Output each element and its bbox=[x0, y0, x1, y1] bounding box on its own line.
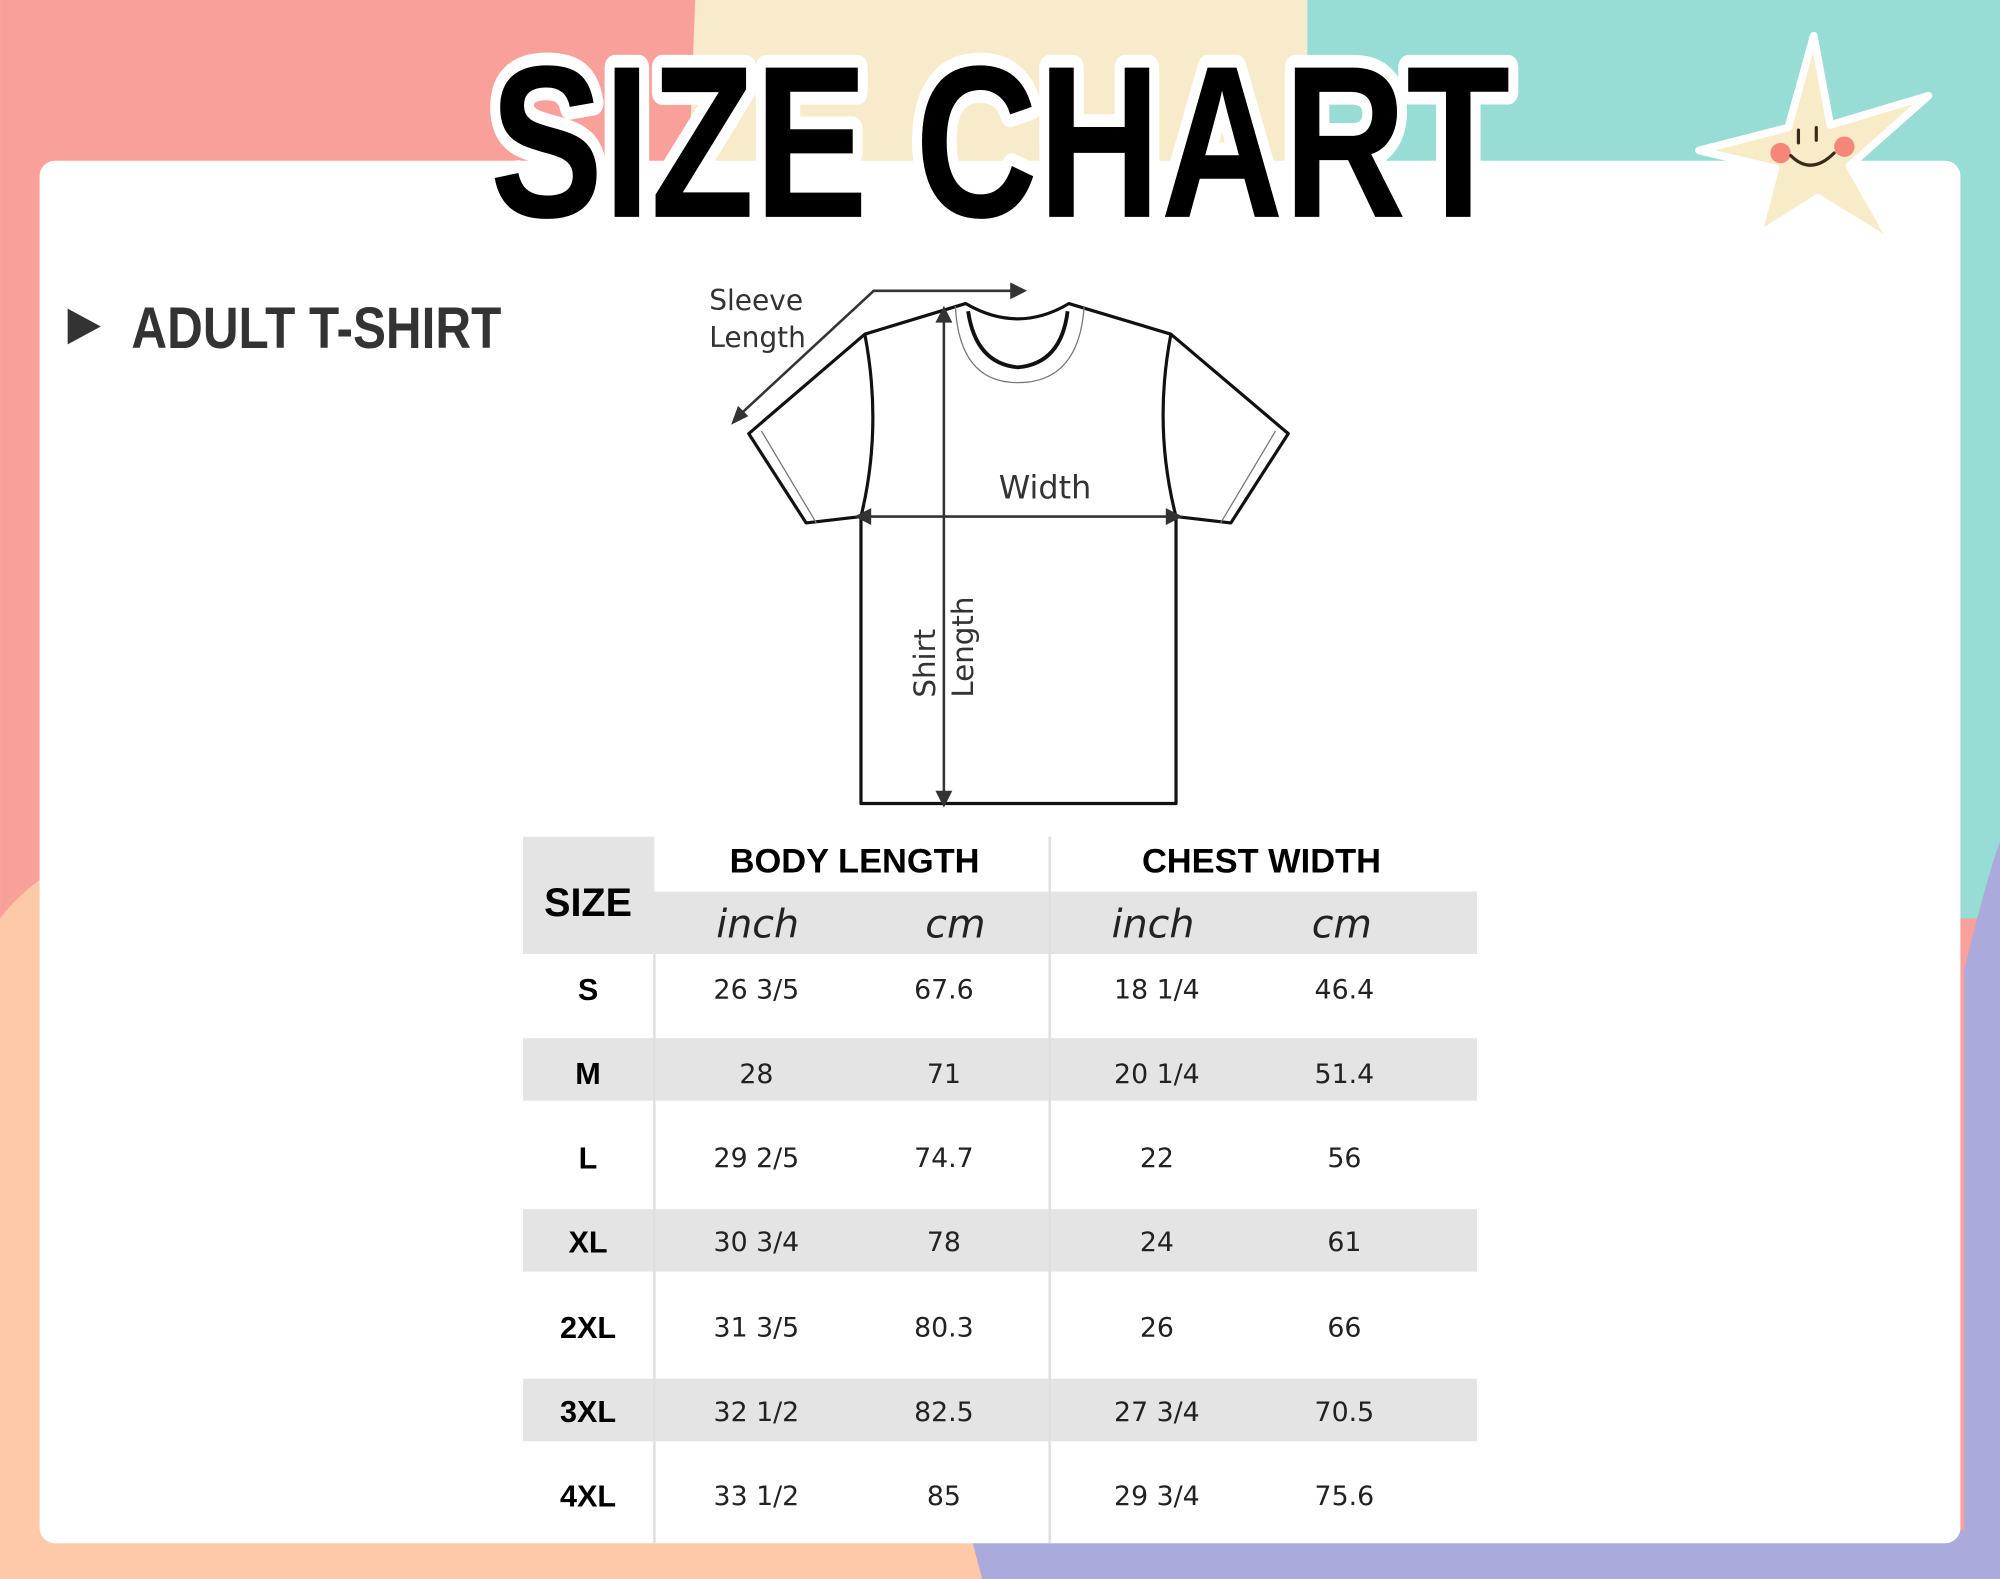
unit-header: inch bbox=[716, 901, 799, 947]
value-cell: 80.3 bbox=[914, 1313, 974, 1344]
value-cell: 26 bbox=[1140, 1313, 1174, 1344]
value-cell: 51.4 bbox=[1315, 1059, 1375, 1090]
section-heading: ADULT T-SHIRT bbox=[67, 296, 501, 361]
sleeve-length-arrow bbox=[735, 289, 1018, 420]
sleeve-length-label-2: Length bbox=[709, 321, 806, 354]
table-row: 2XL 31 3/5 80.3 26 66 bbox=[560, 1311, 1361, 1345]
value-cell: 30 3/4 bbox=[714, 1227, 800, 1258]
value-cell: 85 bbox=[927, 1481, 961, 1512]
size-cell: M bbox=[575, 1057, 601, 1091]
value-cell: 71 bbox=[927, 1059, 961, 1090]
shirt-length-label: Shirt bbox=[908, 629, 942, 698]
value-cell: 70.5 bbox=[1315, 1397, 1375, 1428]
triangle-right-icon bbox=[67, 308, 101, 345]
units-header-row bbox=[654, 891, 1478, 955]
table-row: XL 30 3/4 78 24 61 bbox=[568, 1225, 1361, 1259]
row-band bbox=[522, 1209, 1478, 1272]
size-cell: XL bbox=[568, 1225, 607, 1259]
size-header: SIZE bbox=[544, 881, 632, 925]
value-cell: 61 bbox=[1327, 1227, 1361, 1258]
table-row: 4XL 33 1/2 85 29 3/4 75.6 bbox=[560, 1479, 1374, 1513]
value-cell: 28 bbox=[739, 1059, 773, 1090]
size-table: SIZE BODY LENGTH CHEST WIDTH inch cm inc… bbox=[522, 836, 1478, 1544]
value-cell: 29 2/5 bbox=[714, 1143, 800, 1174]
value-cell: 29 3/4 bbox=[1114, 1481, 1200, 1512]
body-length-header: BODY LENGTH bbox=[730, 842, 980, 880]
page-title: SIZE CHART bbox=[490, 21, 1510, 263]
table-row: L 29 2/5 74.7 22 56 bbox=[579, 1141, 1362, 1175]
value-cell: 33 1/2 bbox=[714, 1481, 800, 1512]
table-row: M 28 71 20 1/4 51.4 bbox=[575, 1057, 1374, 1091]
size-cell: S bbox=[578, 973, 598, 1007]
unit-header: cm bbox=[925, 901, 985, 947]
value-cell: 46.4 bbox=[1315, 975, 1375, 1006]
value-cell: 82.5 bbox=[914, 1397, 974, 1428]
sleeve-length-label: Sleeve bbox=[709, 284, 803, 317]
value-cell: 32 1/2 bbox=[714, 1397, 800, 1428]
value-cell: 56 bbox=[1327, 1143, 1361, 1174]
section-label: ADULT T-SHIRT bbox=[131, 296, 501, 361]
size-header-cell bbox=[522, 836, 655, 955]
value-cell: 18 1/4 bbox=[1114, 975, 1200, 1006]
chest-width-header: CHEST WIDTH bbox=[1142, 842, 1381, 880]
unit-header: inch bbox=[1112, 901, 1195, 947]
value-cell: 75.6 bbox=[1315, 1481, 1375, 1512]
value-cell: 24 bbox=[1140, 1227, 1174, 1258]
value-cell: 66 bbox=[1327, 1313, 1361, 1344]
tshirt-diagram: Sleeve Length Width Shirt Length bbox=[709, 282, 1290, 808]
column-divider bbox=[653, 954, 656, 1544]
value-cell: 78 bbox=[927, 1227, 961, 1258]
shirt-length-label-2: Length bbox=[946, 596, 980, 697]
row-band bbox=[522, 1378, 1478, 1442]
value-cell: 20 1/4 bbox=[1114, 1059, 1200, 1090]
row-band bbox=[522, 1038, 1478, 1101]
table-row: 3XL 32 1/2 82.5 27 3/4 70.5 bbox=[560, 1395, 1374, 1429]
value-cell: 74.7 bbox=[914, 1143, 974, 1174]
value-cell: 26 3/5 bbox=[714, 975, 800, 1006]
smiling-star-icon bbox=[1695, 31, 1933, 249]
value-cell: 27 3/4 bbox=[1114, 1397, 1200, 1428]
value-cell: 22 bbox=[1140, 1143, 1174, 1174]
column-divider bbox=[1048, 836, 1052, 1544]
size-cell: L bbox=[579, 1141, 598, 1175]
size-cell: 4XL bbox=[560, 1479, 616, 1513]
content-card bbox=[39, 160, 1961, 1544]
table-row: S 26 3/5 67.6 18 1/4 46.4 bbox=[578, 973, 1374, 1007]
tshirt-outline bbox=[747, 301, 1290, 806]
width-label: Width bbox=[999, 469, 1092, 507]
unit-header: cm bbox=[1312, 901, 1372, 947]
table-body: S 26 3/5 67.6 18 1/4 46.4 M 28 71 20 1/4 51.4 L 29 … bbox=[560, 973, 1374, 1513]
size-cell: 3XL bbox=[560, 1395, 616, 1429]
value-cell: 67.6 bbox=[914, 975, 974, 1006]
size-cell: 2XL bbox=[560, 1311, 616, 1345]
value-cell: 31 3/5 bbox=[714, 1313, 800, 1344]
